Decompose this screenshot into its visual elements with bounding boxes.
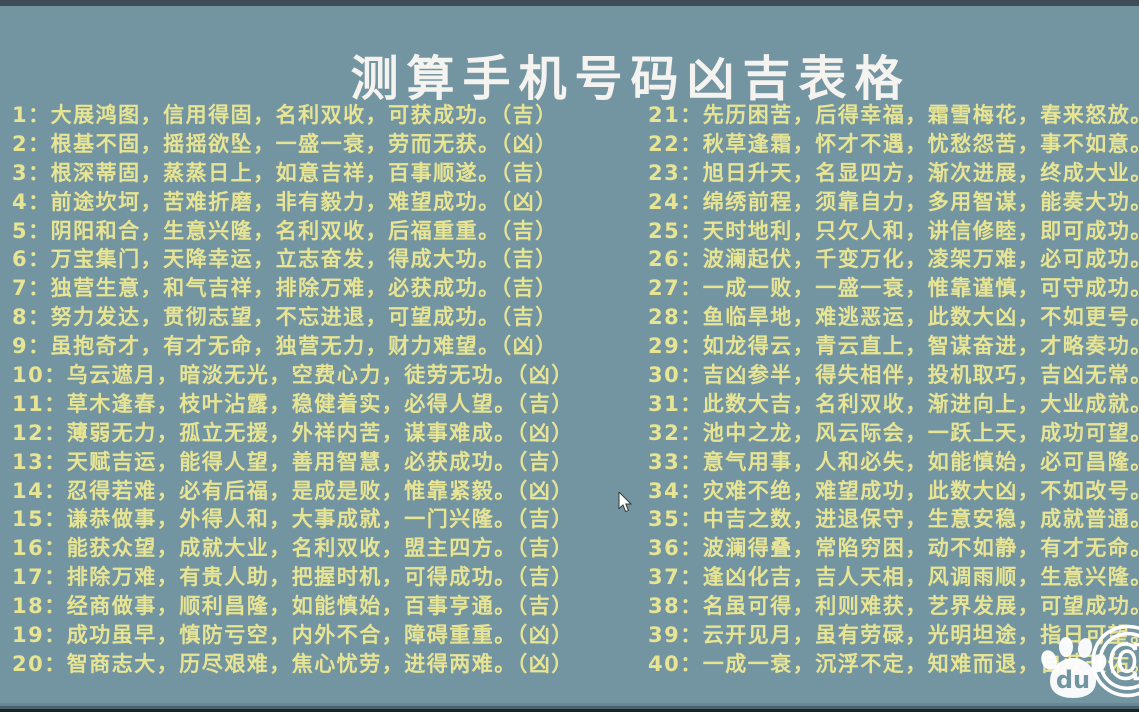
table-row: 39：云开见月，虽有劳碌，光明坦途，指日可望。 bbox=[648, 623, 1139, 648]
table-row: 13：天赋吉运，能得人望，善用智慧，必获成功。（吉） bbox=[12, 449, 574, 474]
bottom-bar bbox=[0, 703, 1139, 712]
table-row: 22：秋草逢霜，怀才不遇，忧愁怨苦，事不如意。 bbox=[648, 131, 1139, 156]
svg-text:du: du bbox=[1056, 666, 1090, 694]
table-row: 8：努力发达，贯彻志望，不忘进退，可望成功。（吉） bbox=[12, 305, 558, 330]
table-row: 3：根深蒂固，蒸蒸日上，如意吉祥，百事顺遂。（吉） bbox=[12, 160, 558, 185]
table-row: 18：经商做事，顺利昌隆，如能慎始，百事亨通。（吉） bbox=[12, 594, 574, 619]
table-row: 23：旭日升天，名显四方，渐次进展，终成大业。 bbox=[648, 160, 1139, 185]
table-row: 14：忍得若难，必有后福，是成是败，惟靠紧毅。（凶） bbox=[12, 478, 574, 503]
table-row: 11：草木逢春，枝叶沾露，稳健着实，必得人望。（吉） bbox=[12, 391, 574, 416]
table-row: 29：如龙得云，青云直上，智谋奋进，才略奏功。 bbox=[648, 334, 1139, 359]
table-row: 24：绵绣前程，须靠自力，多用智谋，能奏大功。 bbox=[648, 189, 1139, 214]
table-row: 30：吉凶参半，得失相伴，投机取巧，吉凶无常。 bbox=[648, 363, 1139, 388]
table-row: 2：根基不固，摇摇欲坠，一盛一衰，劳而无获。（凶） bbox=[12, 131, 558, 156]
table-row: 9：虽抱奇才，有才无命，独营无力，财力难望。（凶） bbox=[12, 334, 558, 359]
table-row: 5：阴阳和合，生意兴隆，名利双收，后福重重。（吉） bbox=[12, 218, 558, 243]
table-row: 17：排除万难，有贵人助，把握时机，可得成功。（吉） bbox=[12, 565, 574, 590]
table-row: 28：鱼临旱地，难逃恶运，此数大凶，不如更号。 bbox=[648, 305, 1139, 330]
table-row: 33：意气用事，人和必失，如能慎始，必可昌隆。 bbox=[648, 449, 1139, 474]
table-row: 37：逢凶化吉，吉人天相，风调雨顺，生意兴隆。 bbox=[648, 565, 1139, 590]
table-row: 25：天时地利，只欠人和，讲信修睦，即可成功。 bbox=[648, 218, 1139, 243]
table-row: 20：智商志大，历尽艰难，焦心忧劳，进得两难。（凶） bbox=[12, 651, 574, 676]
table-row: 4：前途坎坷，苦难折磨，非有毅力，难望成功。（凶） bbox=[12, 189, 558, 214]
at-symbol-icon: @ bbox=[1086, 614, 1139, 703]
table-row: 12：薄弱无力，孤立无援，外祥内苦，谋事难成。（凶） bbox=[12, 420, 574, 445]
table-row: 36：波澜得叠，常陷穷困，动不如静，有才无命。 bbox=[648, 536, 1139, 561]
table-row: 1：大展鸿图，信用得固，名利双收，可获成功。（吉） bbox=[12, 103, 558, 127]
top-bar bbox=[0, 0, 1139, 6]
table-row: 31：此数大吉，名利双收，渐进向上，大业成就。 bbox=[648, 391, 1139, 416]
svg-text:@: @ bbox=[1088, 614, 1139, 701]
table-row: 38：名虽可得，利则难获，艺界发展，可望成功。 bbox=[648, 594, 1139, 619]
table-row: 26：波澜起伏，千变万化，凌架万难，必可成功。 bbox=[648, 247, 1139, 272]
mouse-cursor bbox=[618, 492, 632, 513]
table-row: 16：能获众望，成就大业，名利双收，盟主四方。（吉） bbox=[12, 536, 574, 561]
table-row: 35：中吉之数，进退保守，生意安稳，成就普通。 bbox=[648, 507, 1139, 532]
table-row: 27：一成一败，一盛一衰，惟靠谨慎，可守成功。 bbox=[648, 276, 1139, 301]
table-row: 19：成功虽早，慎防亏空，内外不合，障碍重重。（凶） bbox=[12, 623, 574, 648]
table-row: 7：独营生意，和气吉祥，排除万难，必获成功。（吉） bbox=[12, 276, 558, 301]
page-title: 测算手机号码凶吉表格 bbox=[350, 51, 911, 108]
baidu-paw-icon: du bbox=[1041, 637, 1107, 698]
table-row: 15：谦恭做事，外得人和，大事成就，一门兴隆。（吉） bbox=[12, 507, 574, 532]
left-column: 1：大展鸿图，信用得固，名利双收，可获成功。（吉） 2：根基不固，摇摇欲坠，一盛… bbox=[12, 101, 612, 679]
table-row: 32：池中之龙，风云际会，一跃上天，成功可望。 bbox=[648, 420, 1139, 445]
table-row: 21：先历困苦，后得幸福，霜雪梅花，春来怒放。 bbox=[648, 103, 1139, 127]
table-row: 34：灾难不绝，难望成功，此数大凶，不如改号。 bbox=[648, 478, 1139, 503]
table-row: 6：万宝集门，天降幸运，立志奋发，得成大功。（吉） bbox=[12, 247, 558, 272]
table-row: 10：乌云遮月，暗淡无光，空费心力，徒劳无功。（凶） bbox=[12, 363, 574, 388]
right-column: 21：先历困苦，后得幸福，霜雪梅花，春来怒放。 22：秋草逢霜，怀才不遇，忧愁怨… bbox=[648, 101, 1139, 679]
